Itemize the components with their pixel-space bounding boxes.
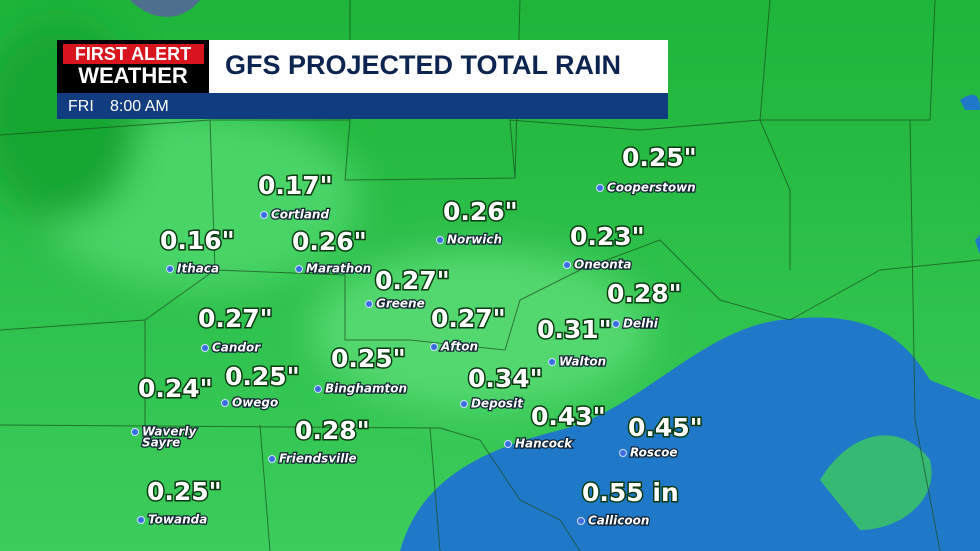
city-name: Friendsville: [279, 452, 357, 466]
rain-total: 0.28": [607, 279, 682, 308]
city-name: Candor: [212, 341, 261, 355]
city-name: Oneonta: [574, 258, 632, 272]
rain-total: 0.27": [431, 304, 506, 333]
city-name: Delhi: [623, 317, 659, 331]
city-dot: [548, 358, 556, 366]
city-name: Walton: [559, 355, 606, 369]
city-dot: [201, 344, 209, 352]
rain-total: 0.27": [198, 304, 273, 333]
city-dot: [596, 184, 604, 192]
city-dot: [612, 320, 620, 328]
rain-total: 0.23": [570, 222, 645, 251]
title-box: [209, 40, 668, 93]
city-name: Owego: [232, 396, 278, 410]
city-dot: [131, 428, 139, 436]
logo-band: [63, 44, 204, 64]
rain-total: 0.27": [375, 266, 450, 295]
rain-total: 0.28": [295, 416, 370, 445]
rain-total: 0.43": [531, 402, 606, 431]
city-name: Towanda: [148, 513, 207, 527]
rain-total: 0.25": [331, 344, 406, 373]
city-dot: [577, 517, 585, 525]
rain-total: 0.26": [443, 197, 518, 226]
rain-total: 0.25": [147, 477, 222, 506]
city-name: Binghamton: [325, 382, 407, 396]
day: FRI: [68, 98, 94, 115]
city-name: Greene: [376, 297, 425, 311]
rain-band-edge: [960, 94, 980, 255]
logo-line1: FIRST ALERT: [75, 44, 191, 64]
city-name: Cooperstown: [607, 181, 696, 195]
header: FIRST ALERT WEATHER GFS PROJECTED TOTAL …: [57, 40, 668, 119]
city-name: Marathon: [306, 262, 371, 276]
city-name: Callicoon: [588, 514, 649, 528]
rain-total: 0.26": [292, 227, 367, 256]
city-dot: [504, 440, 512, 448]
city-labels: 0.17" Cortland 0.16" Ithaca 0.26" Marathon 0.2…: [131, 142, 704, 529]
rain-total: 0.25": [622, 143, 697, 172]
city-dot: [221, 399, 229, 407]
city-dot: [430, 343, 438, 351]
rain-total: 0.24": [138, 374, 213, 403]
rain-total: 0.55 in: [582, 478, 679, 507]
city-name: Roscoe: [630, 446, 678, 460]
city-dot: [563, 261, 571, 269]
rain-total: 0.25": [225, 362, 300, 391]
logo-line2: WEATHER: [78, 63, 188, 88]
city-dot: [295, 265, 303, 273]
rain-total: 0.17": [258, 171, 333, 200]
city-name: Norwich: [447, 233, 502, 247]
rain-total: 0.45": [628, 413, 703, 442]
city-name: Hancock: [515, 437, 573, 451]
city-name: Ithaca: [177, 262, 219, 276]
city-dot: [137, 516, 145, 524]
city-dot: [460, 400, 468, 408]
rain-total: 0.34": [468, 364, 543, 393]
city-name: Cortland: [271, 208, 329, 222]
rain-band-gap: [820, 435, 932, 530]
city-dot: [436, 236, 444, 244]
city-dot: [314, 385, 322, 393]
city-dot: [260, 211, 268, 219]
title: GFS PROJECTED TOTAL RAIN: [225, 50, 621, 80]
lake: [130, 0, 200, 17]
city-name: Deposit: [471, 397, 524, 411]
city-name: Afton: [440, 340, 478, 354]
rain-total: 0.31": [537, 315, 612, 344]
city-name: Waverly: [142, 425, 198, 439]
city-dot: [365, 300, 373, 308]
time: 8:00 AM: [110, 98, 169, 115]
city-dot: [268, 455, 276, 463]
time-bar: [57, 93, 668, 119]
rain-total: 0.16": [160, 226, 235, 255]
city-dot: [166, 265, 174, 273]
city-dot: [619, 449, 627, 457]
city-name: Sayre: [142, 436, 180, 450]
